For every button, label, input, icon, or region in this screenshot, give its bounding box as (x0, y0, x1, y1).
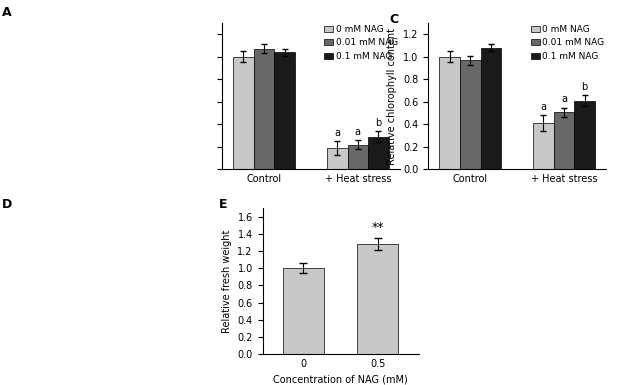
Bar (460, 60, 481, 169)
Text: a: a (355, 127, 361, 137)
Bar (554, 112, 574, 169)
Y-axis label: Relative fresh weight: Relative fresh weight (222, 229, 232, 333)
Bar (481, 48, 501, 169)
Bar (233, 57, 254, 169)
Bar (274, 52, 295, 169)
Text: D: D (2, 198, 12, 211)
Text: B: B (182, 13, 192, 26)
Text: b: b (581, 82, 587, 92)
Legend: 0 mM NAG, 0.01 mM NAG, 0.1 mM NAG: 0 mM NAG, 0.01 mM NAG, 0.1 mM NAG (324, 25, 398, 61)
Bar (327, 148, 348, 169)
Text: b: b (375, 118, 381, 128)
Text: a: a (561, 94, 567, 104)
Y-axis label: Relative chlorophyll content: Relative chlorophyll content (388, 28, 398, 165)
Text: a: a (541, 102, 546, 112)
Text: **: ** (372, 221, 384, 234)
Text: a: a (334, 128, 340, 138)
Bar (254, 49, 274, 169)
Bar (283, 268, 324, 354)
Bar (574, 101, 595, 169)
Text: A: A (2, 6, 12, 19)
Bar (348, 145, 368, 169)
Bar (357, 244, 398, 354)
Bar (533, 123, 554, 169)
Text: C: C (389, 13, 398, 26)
Text: E: E (219, 198, 228, 211)
Legend: 0 mM NAG, 0.01 mM NAG, 0.1 mM NAG: 0 mM NAG, 0.01 mM NAG, 0.1 mM NAG (531, 25, 604, 61)
Y-axis label: Relative fresh weight: Relative fresh weight (181, 45, 191, 148)
Bar (368, 137, 389, 169)
X-axis label: Concentration of NAG (mM): Concentration of NAG (mM) (273, 375, 408, 385)
Bar (439, 57, 460, 169)
